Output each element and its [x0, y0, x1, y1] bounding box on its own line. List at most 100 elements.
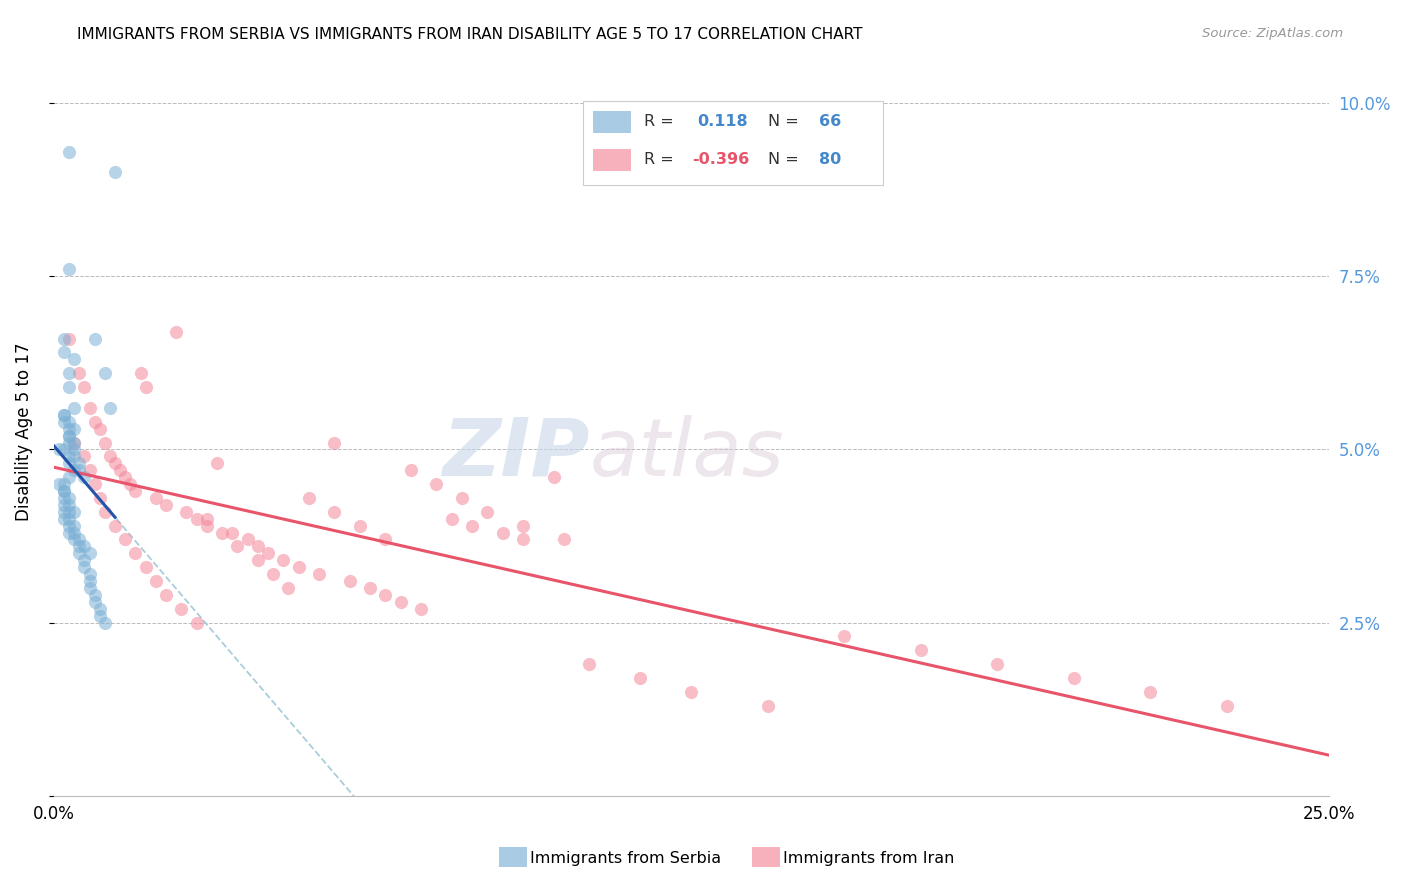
Bar — [593, 149, 631, 171]
Point — [58, 422, 80, 436]
Point — [58, 428, 80, 442]
Point — [221, 525, 243, 540]
Point — [756, 698, 779, 713]
Point — [553, 533, 575, 547]
Point — [53, 442, 76, 457]
Point — [73, 540, 96, 554]
Point — [63, 450, 86, 464]
Point — [578, 657, 600, 672]
Point — [53, 505, 76, 519]
Point — [63, 518, 86, 533]
Point — [67, 540, 90, 554]
Point — [226, 540, 249, 554]
Point — [512, 533, 534, 547]
Point — [155, 498, 177, 512]
Point — [425, 477, 447, 491]
Point — [53, 483, 76, 498]
Point — [104, 165, 127, 179]
Point — [53, 332, 76, 346]
Point — [374, 588, 396, 602]
Text: atlas: atlas — [589, 415, 785, 493]
Point — [48, 442, 70, 457]
Point — [58, 428, 80, 442]
Point — [83, 477, 105, 491]
Point — [359, 581, 381, 595]
Point — [477, 505, 499, 519]
Text: R =: R = — [644, 114, 673, 129]
Point — [389, 595, 412, 609]
Point — [63, 352, 86, 367]
Point — [58, 332, 80, 346]
Text: Source: ZipAtlas.com: Source: ZipAtlas.com — [1202, 27, 1343, 40]
Text: 66: 66 — [818, 114, 841, 129]
Point — [58, 435, 80, 450]
Point — [58, 415, 80, 429]
Point — [73, 470, 96, 484]
Point — [491, 525, 513, 540]
Point — [832, 630, 855, 644]
Point — [83, 332, 105, 346]
Point — [308, 567, 330, 582]
Point — [145, 491, 167, 505]
Point — [89, 601, 111, 615]
Text: R =: R = — [644, 152, 673, 167]
Text: Immigrants from Iran: Immigrants from Iran — [783, 851, 955, 865]
Point — [48, 477, 70, 491]
Point — [79, 546, 101, 560]
Point — [58, 518, 80, 533]
Point — [89, 422, 111, 436]
Point — [195, 518, 218, 533]
Point — [58, 505, 80, 519]
Point — [349, 518, 371, 533]
Point — [58, 491, 80, 505]
Point — [409, 601, 432, 615]
Text: -0.396: -0.396 — [693, 152, 749, 167]
Point — [58, 512, 80, 526]
Point — [53, 498, 76, 512]
Point — [63, 442, 86, 457]
Point — [246, 553, 269, 567]
Point — [986, 657, 1008, 672]
Point — [58, 470, 80, 484]
Point — [89, 608, 111, 623]
Point — [73, 380, 96, 394]
Point — [67, 463, 90, 477]
Point — [53, 512, 76, 526]
Point — [67, 366, 90, 380]
Point — [73, 553, 96, 567]
Point — [58, 262, 80, 277]
Point — [79, 463, 101, 477]
Point — [1139, 685, 1161, 699]
Point — [58, 380, 80, 394]
Point — [165, 325, 187, 339]
Point — [53, 415, 76, 429]
Point — [628, 671, 651, 685]
Point — [79, 574, 101, 588]
Point — [440, 512, 463, 526]
Point — [211, 525, 233, 540]
Point — [53, 483, 76, 498]
Point — [53, 408, 76, 422]
Text: ZIP: ZIP — [441, 415, 589, 493]
Point — [58, 525, 80, 540]
Point — [94, 615, 117, 630]
Text: 80: 80 — [818, 152, 841, 167]
Point — [94, 505, 117, 519]
Point — [63, 463, 86, 477]
Point — [195, 512, 218, 526]
Point — [63, 435, 86, 450]
Point — [94, 435, 117, 450]
Text: IMMIGRANTS FROM SERBIA VS IMMIGRANTS FROM IRAN DISABILITY AGE 5 TO 17 CORRELATIO: IMMIGRANTS FROM SERBIA VS IMMIGRANTS FRO… — [77, 27, 863, 42]
Point — [120, 477, 142, 491]
Point — [67, 546, 90, 560]
Point — [79, 401, 101, 415]
Point — [79, 581, 101, 595]
Point — [135, 560, 157, 574]
Point — [155, 588, 177, 602]
Text: N =: N = — [768, 152, 799, 167]
Point — [63, 533, 86, 547]
Point — [262, 567, 284, 582]
Point — [277, 581, 299, 595]
Point — [124, 483, 146, 498]
Point — [108, 463, 131, 477]
